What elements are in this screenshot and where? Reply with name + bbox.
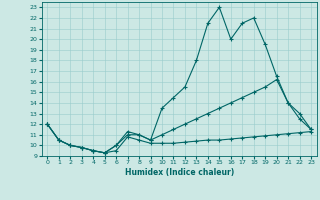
X-axis label: Humidex (Indice chaleur): Humidex (Indice chaleur) xyxy=(124,168,234,177)
